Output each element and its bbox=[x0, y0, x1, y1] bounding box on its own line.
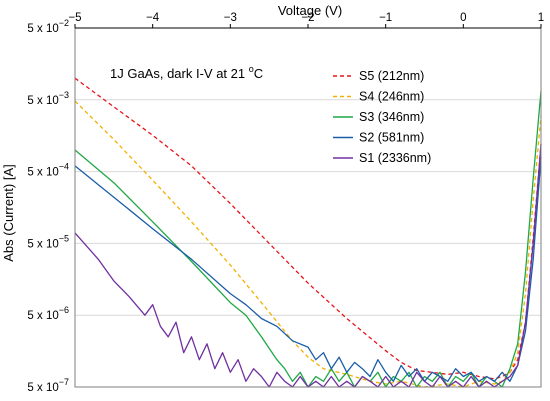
series-lines bbox=[74, 77, 542, 388]
y-tick-base: 5 x 10 bbox=[27, 238, 58, 250]
y-tick-base: 5 x 10 bbox=[27, 382, 58, 394]
y-tick-base: 5 x 10 bbox=[27, 23, 58, 35]
legend: S5 (212nm) S4 (246nm) S3 (346nm) S2 (581nm)… bbox=[333, 69, 431, 165]
y-tick-label: 5 x 10−4 bbox=[27, 162, 69, 179]
y-tick-exponent: −2 bbox=[59, 18, 69, 28]
y-tick-base: 5 x 10 bbox=[27, 310, 58, 322]
y-tick-exponent: −4 bbox=[59, 162, 69, 172]
y-tick-base: 5 x 10 bbox=[27, 167, 58, 179]
x-axis-title: Voltage (V) bbox=[278, 3, 342, 18]
y-tick-exponent: −5 bbox=[59, 233, 69, 243]
series-line-2 bbox=[74, 100, 542, 388]
y-tick-base: 5 x 10 bbox=[27, 95, 58, 107]
legend-label-5: S1 (2336nm) bbox=[359, 151, 431, 165]
plot-frame bbox=[74, 27, 542, 388]
y-tick-exponent: −7 bbox=[59, 377, 69, 387]
grid-lines bbox=[75, 27, 541, 388]
y-axis-title: Abs (Current) [A] bbox=[1, 164, 16, 262]
series-line-1 bbox=[74, 77, 542, 380]
y-tick-exponent: −3 bbox=[59, 90, 69, 100]
annotation-main: 1J GaAs, dark I-V at 21 bbox=[110, 66, 249, 81]
x-tick-label: 0 bbox=[460, 12, 466, 24]
series-line-5 bbox=[74, 144, 542, 388]
axes: 5 x 10−25 x 10−35 x 10−45 x 10−55 x 10−6… bbox=[27, 12, 544, 394]
x-tick-label: −5 bbox=[68, 12, 81, 24]
legend-label-1: S5 (212nm) bbox=[359, 69, 424, 83]
x-tick-label: 1 bbox=[538, 12, 544, 24]
y-tick-label: 5 x 10−6 bbox=[27, 305, 69, 322]
series-line-4 bbox=[74, 156, 542, 382]
y-tick-label: 5 x 10−3 bbox=[27, 90, 69, 107]
legend-label-2: S4 (246nm) bbox=[359, 90, 424, 104]
annotation-degree: o bbox=[249, 64, 254, 74]
y-tick-label: 5 x 10−7 bbox=[27, 377, 69, 394]
legend-label-3: S3 (346nm) bbox=[359, 110, 424, 124]
y-tick-label: 5 x 10−2 bbox=[27, 18, 69, 35]
x-tick-label: −2 bbox=[301, 12, 314, 24]
y-tick-exponent: −6 bbox=[59, 305, 69, 315]
legend-label-4: S2 (581nm) bbox=[359, 131, 424, 145]
annotation-unit: C bbox=[254, 66, 263, 81]
series-line-3 bbox=[74, 91, 542, 388]
y-tick-label: 5 x 10−5 bbox=[27, 233, 69, 250]
x-tick-label: −4 bbox=[146, 12, 160, 24]
chart-annotation: 1J GaAs, dark I-V at 21 oC bbox=[110, 64, 263, 81]
x-tick-label: −1 bbox=[379, 12, 392, 24]
x-tick-label: −3 bbox=[224, 12, 237, 24]
